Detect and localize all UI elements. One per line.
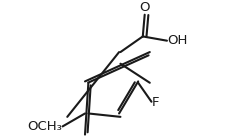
- Text: F: F: [152, 96, 159, 109]
- Text: O: O: [139, 1, 149, 14]
- Text: OH: OH: [167, 34, 187, 47]
- Text: OCH₃: OCH₃: [27, 120, 62, 133]
